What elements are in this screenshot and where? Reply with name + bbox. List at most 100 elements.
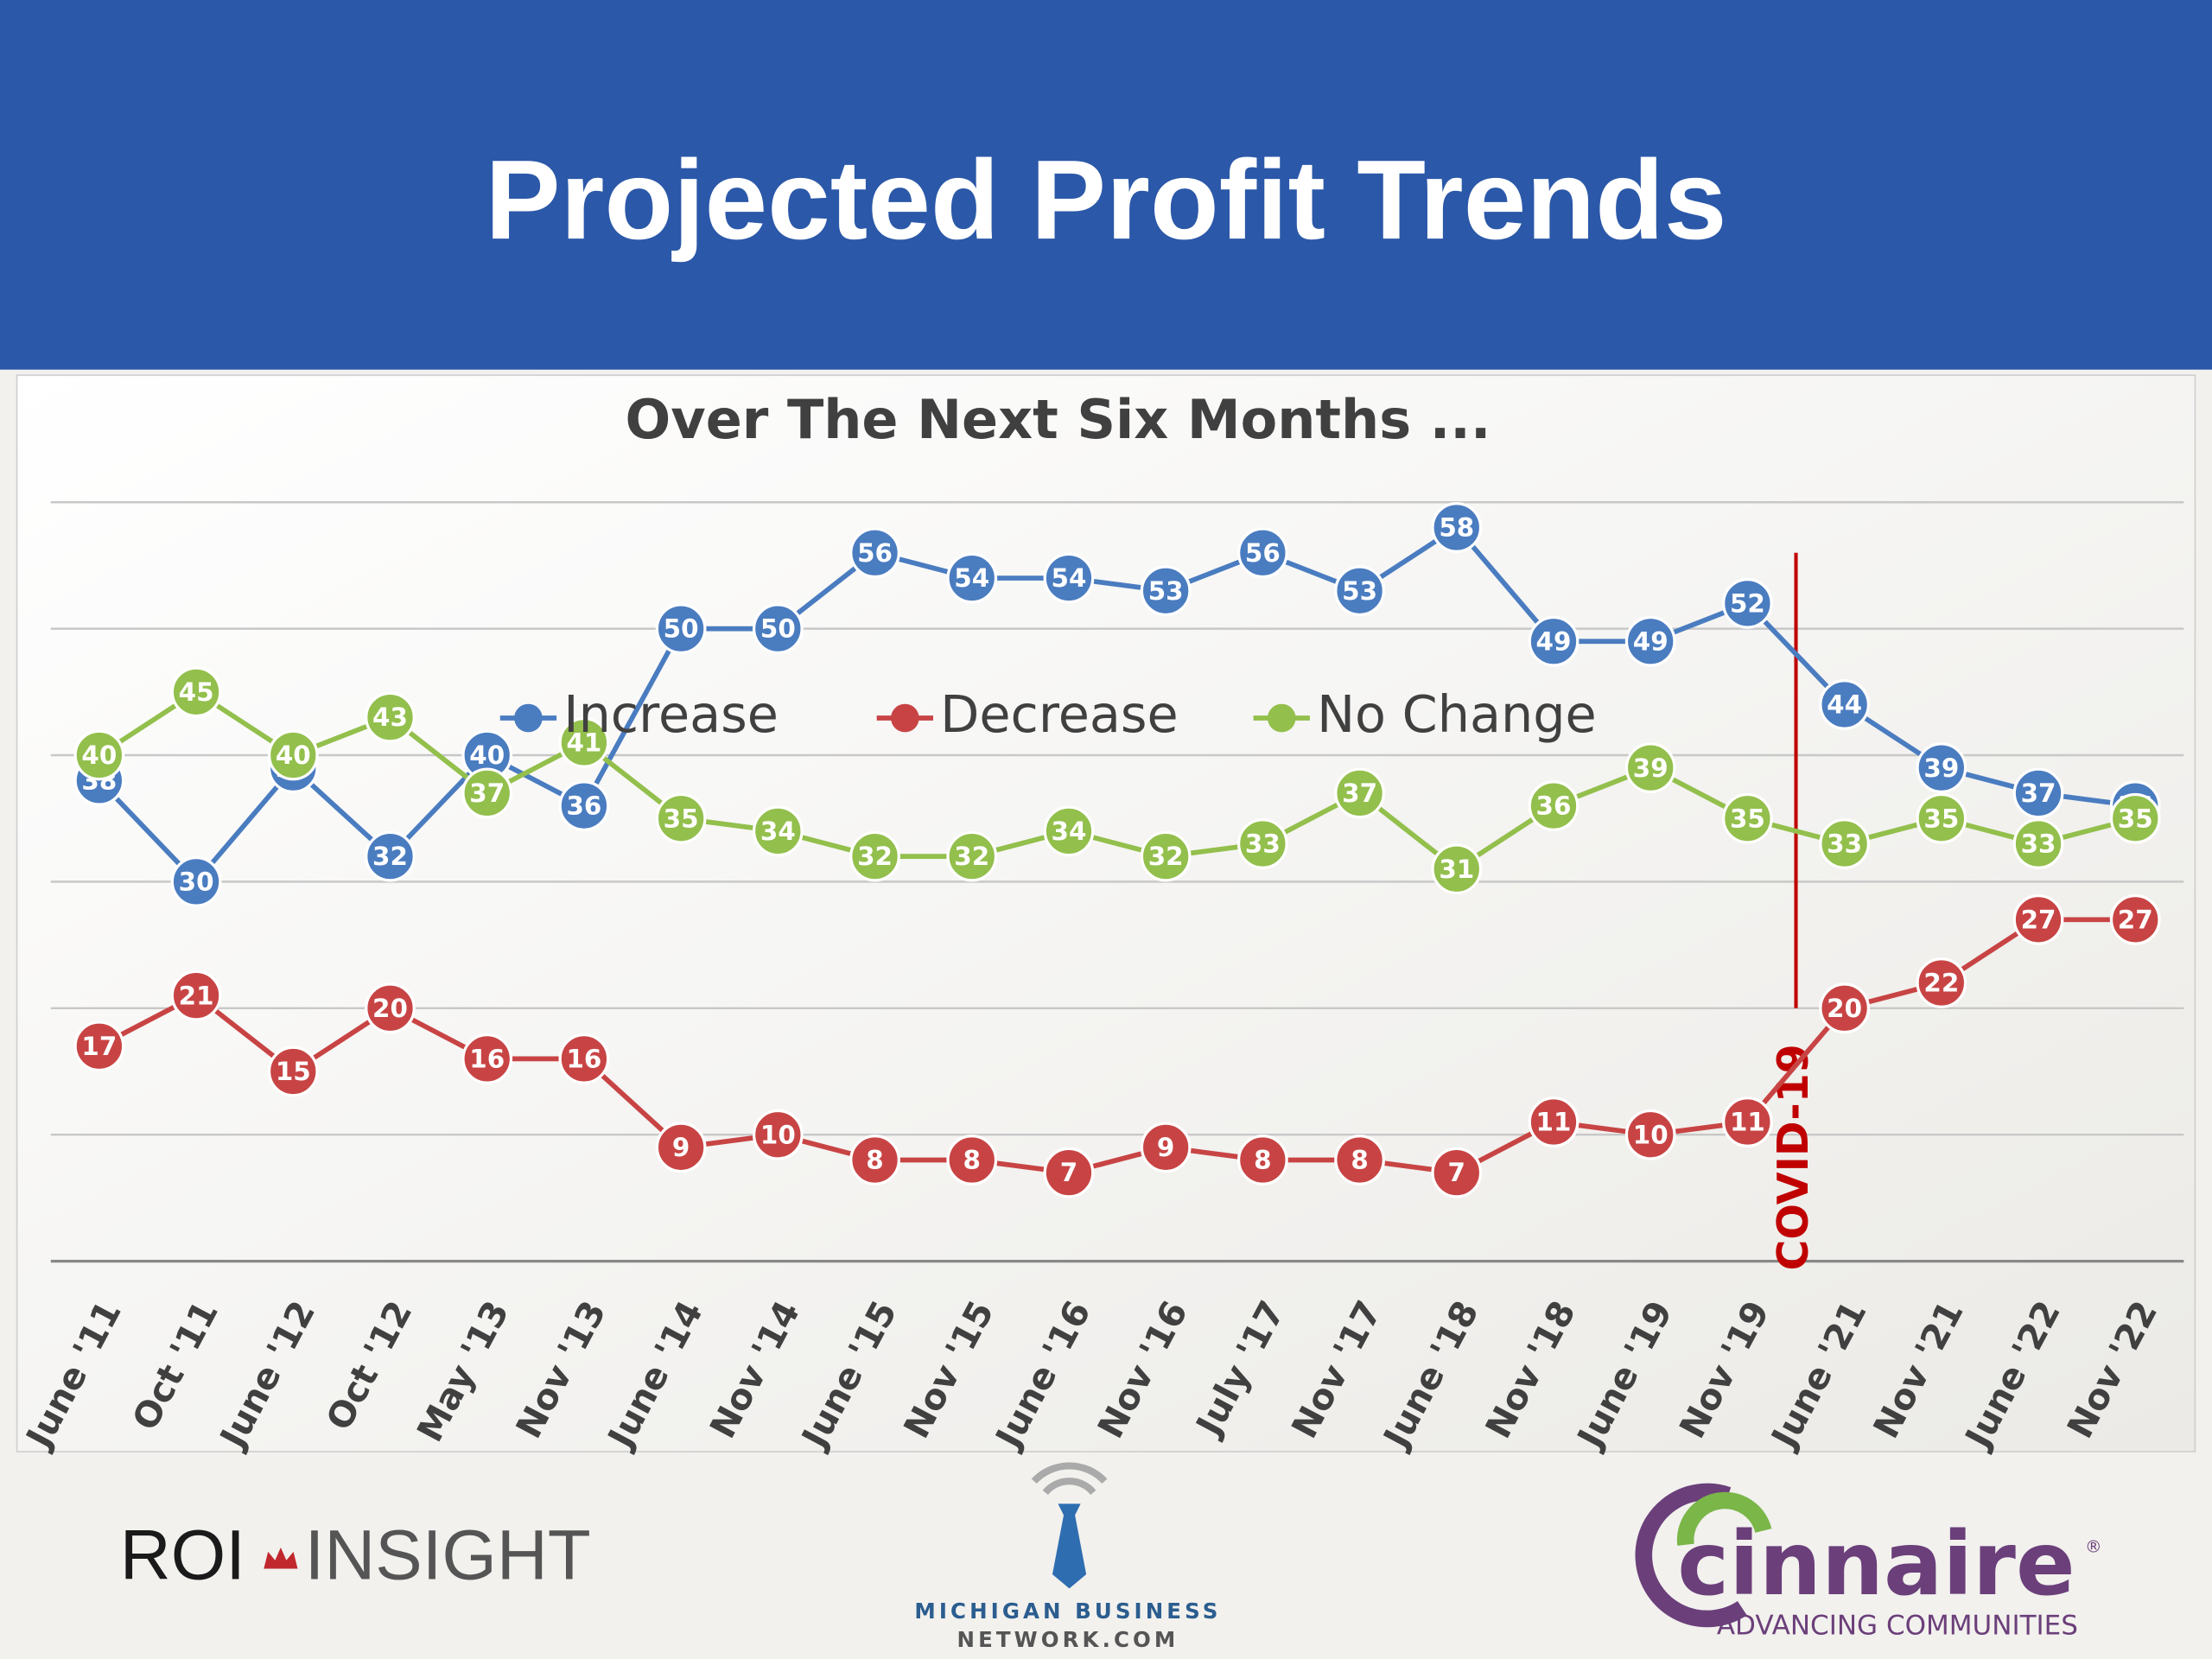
data-label: 32 [372, 842, 408, 871]
annotation-text: COVID-19 [1769, 1044, 1818, 1270]
data-point [1722, 1096, 1773, 1147]
data-label: 17 [81, 1032, 117, 1061]
data-point [1916, 792, 1967, 844]
data-label: 32 [1148, 842, 1184, 871]
data-label: 34 [1052, 817, 1087, 846]
data-point [267, 729, 319, 781]
data-label: 33 [2021, 830, 2056, 859]
legend-label: Increase [563, 684, 779, 744]
cinnaire-tagline: ADVANCING COMMUNITIES [1717, 1610, 2078, 1641]
data-point [655, 792, 707, 844]
data-label: 27 [2118, 905, 2153, 934]
data-point [1624, 1109, 1676, 1160]
data-label: 20 [1827, 994, 1862, 1023]
data-label: 54 [1052, 563, 1087, 593]
data-label: 11 [1536, 1108, 1572, 1137]
data-point [655, 1122, 707, 1173]
data-point [1722, 577, 1773, 629]
data-label: 10 [1633, 1120, 1669, 1149]
data-point [2012, 767, 2064, 819]
data-point [1140, 565, 1192, 617]
roi-text: ROI [120, 1516, 245, 1594]
data-point [849, 830, 900, 882]
data-point [365, 982, 416, 1034]
data-label: 20 [372, 994, 408, 1023]
data-label: 56 [857, 538, 893, 568]
data-label: 7 [1448, 1158, 1465, 1187]
data-label: 10 [760, 1120, 796, 1149]
data-label: 33 [1245, 830, 1281, 859]
data-point [1140, 1122, 1192, 1173]
data-label: 21 [179, 981, 214, 1010]
data-point [849, 1135, 900, 1185]
data-label: 34 [760, 817, 796, 846]
data-label: 8 [1254, 1146, 1271, 1175]
data-label: 40 [276, 741, 311, 770]
mbn-logo: MICHIGAN BUSINESS NETWORK.COM [914, 1462, 1221, 1652]
data-point [73, 729, 125, 781]
data-point [170, 969, 222, 1021]
registered-mark: ® [2085, 1537, 2102, 1557]
data-label: 40 [469, 741, 505, 770]
header-band [0, 0, 2212, 370]
data-label: 58 [1439, 513, 1474, 543]
data-point [946, 1135, 998, 1185]
legend-marker [514, 703, 543, 733]
data-label: 8 [1351, 1146, 1368, 1175]
slide-title: Projected Profit Trends [485, 137, 1726, 263]
data-point [1334, 767, 1385, 819]
data-label: 7 [1060, 1158, 1077, 1187]
data-label: 15 [276, 1057, 311, 1086]
data-point [752, 603, 804, 655]
legend-marker [1267, 703, 1296, 733]
data-label: 31 [1439, 855, 1474, 884]
data-point [1624, 742, 1676, 794]
data-point [461, 1033, 513, 1084]
data-point [752, 1109, 804, 1160]
data-point [1431, 502, 1483, 553]
data-point [1043, 552, 1095, 604]
data-label: 8 [963, 1146, 981, 1175]
data-label: 32 [954, 842, 989, 871]
data-label: 40 [81, 741, 117, 770]
data-label: 37 [1342, 779, 1377, 808]
data-label: 33 [1827, 830, 1862, 859]
crown-icon [264, 1548, 298, 1569]
data-point [170, 666, 222, 718]
data-label: 45 [179, 677, 214, 707]
data-label: 43 [372, 702, 408, 732]
data-label: 32 [857, 842, 893, 871]
data-label: 30 [179, 868, 214, 897]
data-label: 37 [469, 779, 505, 808]
mbn-line1: MICHIGAN BUSINESS [914, 1599, 1221, 1624]
data-point [1528, 615, 1580, 667]
data-label: 49 [1536, 626, 1572, 656]
mbn-line2: NETWORK.COM [957, 1627, 1179, 1652]
data-point [1722, 792, 1773, 844]
data-point [558, 1033, 610, 1084]
data-label: 35 [2118, 804, 2153, 833]
data-label: 53 [1148, 576, 1184, 606]
data-point [1819, 982, 1871, 1034]
data-label: 36 [566, 791, 601, 821]
data-point [73, 1020, 125, 1072]
data-point [1819, 679, 1871, 730]
data-label: 35 [1923, 804, 1959, 833]
data-label: 54 [954, 563, 989, 593]
data-label: 35 [664, 804, 699, 833]
data-label: 16 [566, 1044, 601, 1073]
data-point [267, 1046, 319, 1097]
data-label: 50 [664, 614, 699, 644]
series-line [97, 524, 2136, 886]
data-point [1528, 780, 1580, 831]
data-point [558, 716, 610, 768]
data-point [558, 780, 610, 831]
data-label: 9 [1157, 1133, 1174, 1162]
data-label: 22 [1923, 969, 1959, 998]
data-point [365, 830, 416, 882]
data-label: 44 [1827, 690, 1862, 720]
data-label: 41 [566, 728, 601, 758]
data-point [365, 691, 416, 743]
data-label: 8 [866, 1146, 883, 1175]
